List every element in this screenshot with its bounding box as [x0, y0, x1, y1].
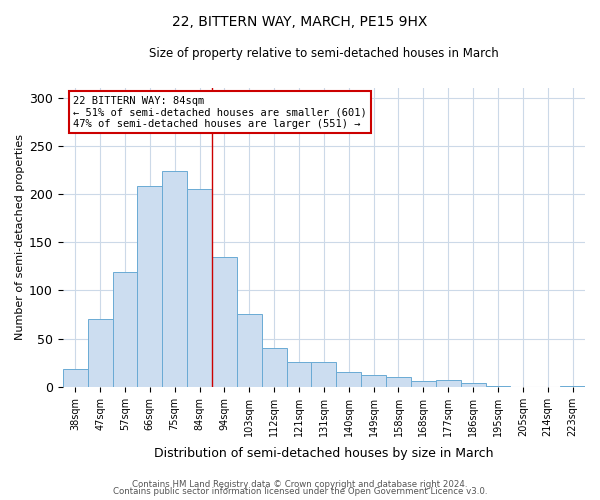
- Bar: [337, 372, 361, 387]
- Bar: [386, 377, 411, 387]
- Text: 22, BITTERN WAY, MARCH, PE15 9HX: 22, BITTERN WAY, MARCH, PE15 9HX: [172, 15, 428, 29]
- Bar: [311, 362, 337, 387]
- Y-axis label: Number of semi-detached properties: Number of semi-detached properties: [15, 134, 25, 340]
- Bar: [137, 186, 162, 387]
- Bar: [411, 381, 436, 387]
- Bar: [187, 189, 212, 387]
- Bar: [88, 320, 113, 387]
- Bar: [436, 380, 461, 387]
- Bar: [485, 386, 511, 387]
- Bar: [162, 171, 187, 387]
- Text: 22 BITTERN WAY: 84sqm
← 51% of semi-detached houses are smaller (601)
47% of sem: 22 BITTERN WAY: 84sqm ← 51% of semi-deta…: [73, 96, 367, 128]
- Bar: [262, 348, 287, 387]
- Title: Size of property relative to semi-detached houses in March: Size of property relative to semi-detach…: [149, 48, 499, 60]
- X-axis label: Distribution of semi-detached houses by size in March: Distribution of semi-detached houses by …: [154, 447, 494, 460]
- Text: Contains public sector information licensed under the Open Government Licence v3: Contains public sector information licen…: [113, 487, 487, 496]
- Bar: [560, 386, 585, 387]
- Bar: [461, 383, 485, 387]
- Bar: [237, 314, 262, 387]
- Text: Contains HM Land Registry data © Crown copyright and database right 2024.: Contains HM Land Registry data © Crown c…: [132, 480, 468, 489]
- Bar: [212, 256, 237, 387]
- Bar: [361, 375, 386, 387]
- Bar: [63, 370, 88, 387]
- Bar: [113, 272, 137, 387]
- Bar: [287, 362, 311, 387]
